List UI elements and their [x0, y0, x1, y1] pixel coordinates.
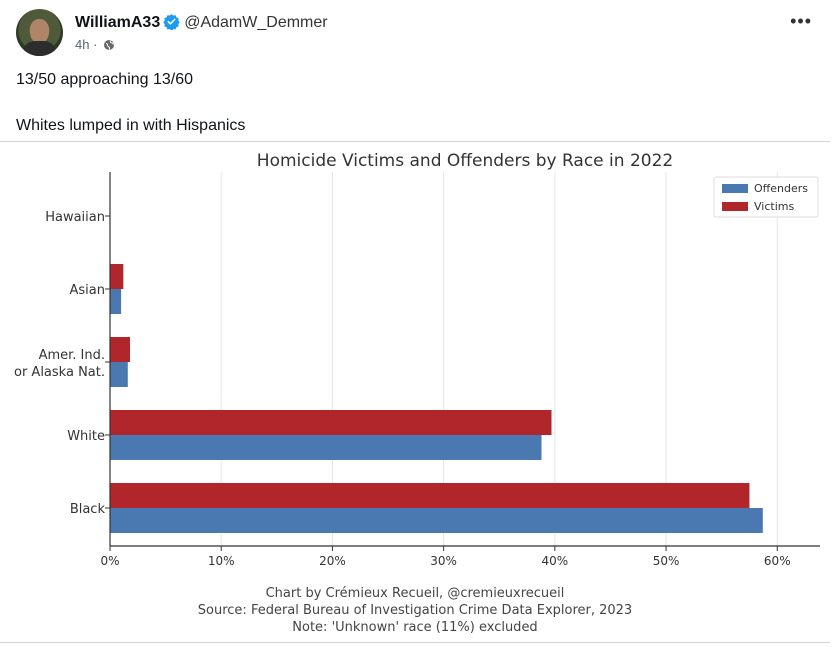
x-tick-label: 10%: [208, 554, 235, 568]
category-label: Hawaiian: [45, 210, 105, 225]
post-meta: 4h ·: [75, 37, 115, 52]
category-label: Black: [70, 502, 106, 517]
avatar[interactable]: [16, 9, 63, 56]
display-name[interactable]: WilliamA33: [75, 14, 161, 31]
more-options-button[interactable]: •••: [790, 11, 812, 31]
globe-icon: [101, 37, 115, 52]
x-tick-label: 40%: [542, 554, 569, 568]
category-label: Amer. Ind. or Alaska Nat.: [14, 348, 105, 380]
post-text-line-2: Whites lumped in with Hispanics: [16, 117, 246, 134]
chart-title: Homicide Victims and Offenders by Race i…: [257, 151, 673, 171]
meta-separator: ·: [93, 37, 98, 52]
axes: [109, 172, 820, 547]
x-tick-label: 50%: [653, 554, 680, 568]
legend-swatch-victims: [722, 202, 748, 211]
legend: Offenders Victims: [713, 176, 819, 218]
legend-label-victims: Victims: [754, 200, 794, 213]
chart-footer-note: Note: 'Unknown' race (11%) excluded: [292, 620, 537, 635]
legend-label-offenders: Offenders: [754, 182, 808, 195]
timestamp[interactable]: 4h: [75, 37, 90, 52]
verified-badge-icon: [163, 13, 180, 35]
post-header: WilliamA33 @AdamW_Demmer 4h · •••: [16, 9, 826, 59]
handle[interactable]: @AdamW_Demmer: [184, 14, 328, 31]
author-row: WilliamA33 @AdamW_Demmer: [75, 13, 328, 35]
bar-offenders: [110, 362, 128, 387]
chart-footer-source: Source: Federal Bureau of Investigation …: [198, 603, 632, 618]
bar-victims: [110, 483, 750, 508]
chart-footer-credit: Chart by Crémieux Recueil, @cremieuxrecu…: [266, 586, 565, 601]
x-tick-label: 30%: [430, 554, 457, 568]
bars: [110, 264, 763, 533]
category-label: White: [67, 429, 105, 444]
axis-labels: 0% 10% 20% 30% 40% 50% 60% Hawaiian Asian Amer. I…: [14, 210, 791, 568]
bar-offenders: [110, 289, 122, 314]
category-label: Asian: [70, 283, 105, 298]
x-tick-label: 0%: [100, 554, 119, 568]
bar-victims: [110, 410, 552, 435]
x-tick-label: 60%: [764, 554, 791, 568]
bar-offenders: [110, 435, 542, 460]
bar-offenders: [110, 508, 763, 533]
x-tick-label: 20%: [319, 554, 346, 568]
bar-victims: [110, 264, 124, 289]
bar-chart: 0% 10% 20% 30% 40% 50% 60% Hawaiian Asian Amer. I…: [0, 142, 830, 642]
legend-swatch-offenders: [722, 184, 748, 193]
bar-victims: [110, 337, 131, 362]
post-text-line-1: 13/50 approaching 13/60: [16, 71, 194, 88]
chart-image[interactable]: 0% 10% 20% 30% 40% 50% 60% Hawaiian Asian Amer. I…: [0, 141, 830, 643]
